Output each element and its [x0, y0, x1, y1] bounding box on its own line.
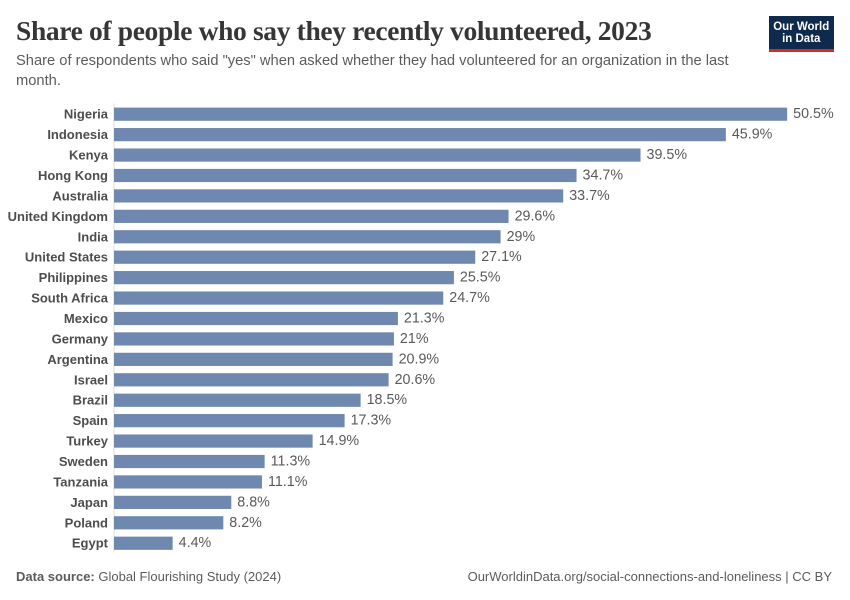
svg-text:20.9%: 20.9% — [399, 351, 440, 367]
svg-text:Japan: Japan — [70, 495, 108, 510]
svg-text:4.4%: 4.4% — [179, 535, 212, 551]
svg-text:Israel: Israel — [74, 372, 108, 387]
svg-text:21%: 21% — [400, 331, 429, 347]
svg-text:24.7%: 24.7% — [449, 290, 490, 306]
svg-text:South Africa: South Africa — [31, 291, 109, 306]
svg-text:Nigeria: Nigeria — [64, 107, 109, 122]
svg-text:Germany: Germany — [52, 331, 109, 346]
svg-text:United States: United States — [25, 250, 108, 265]
svg-text:20.6%: 20.6% — [395, 372, 436, 388]
svg-text:Hong Kong: Hong Kong — [38, 168, 108, 183]
svg-text:Turkey: Turkey — [66, 434, 108, 449]
svg-text:11.1%: 11.1% — [268, 474, 308, 490]
svg-text:Mexico: Mexico — [64, 311, 108, 326]
svg-text:50.5%: 50.5% — [793, 106, 834, 122]
svg-text:Kenya: Kenya — [69, 148, 109, 163]
svg-text:27.1%: 27.1% — [481, 249, 522, 265]
svg-text:Egypt: Egypt — [72, 536, 109, 551]
svg-text:Spain: Spain — [73, 413, 108, 428]
svg-text:Australia: Australia — [52, 188, 108, 203]
svg-text:29%: 29% — [507, 229, 536, 245]
svg-text:Philippines: Philippines — [39, 270, 108, 285]
svg-text:Tanzania: Tanzania — [53, 474, 108, 489]
svg-text:Indonesia: Indonesia — [47, 127, 108, 142]
svg-text:21.3%: 21.3% — [404, 311, 445, 327]
svg-text:17.3%: 17.3% — [351, 413, 392, 429]
svg-text:11.3%: 11.3% — [271, 454, 311, 470]
svg-text:33.7%: 33.7% — [569, 188, 610, 204]
svg-text:Poland: Poland — [65, 515, 108, 530]
svg-text:14.9%: 14.9% — [319, 433, 360, 449]
svg-text:45.9%: 45.9% — [732, 127, 773, 143]
svg-text:34.7%: 34.7% — [583, 167, 624, 183]
svg-text:Argentina: Argentina — [47, 352, 108, 367]
svg-text:39.5%: 39.5% — [647, 147, 688, 163]
svg-text:25.5%: 25.5% — [460, 270, 501, 286]
svg-text:18.5%: 18.5% — [367, 392, 408, 408]
svg-text:Sweden: Sweden — [59, 454, 108, 469]
svg-text:India: India — [78, 229, 109, 244]
svg-text:29.6%: 29.6% — [515, 208, 556, 224]
svg-text:Brazil: Brazil — [73, 393, 108, 408]
svg-text:8.2%: 8.2% — [229, 515, 262, 531]
svg-text:United Kingdom: United Kingdom — [8, 209, 108, 224]
svg-text:8.8%: 8.8% — [237, 494, 270, 510]
